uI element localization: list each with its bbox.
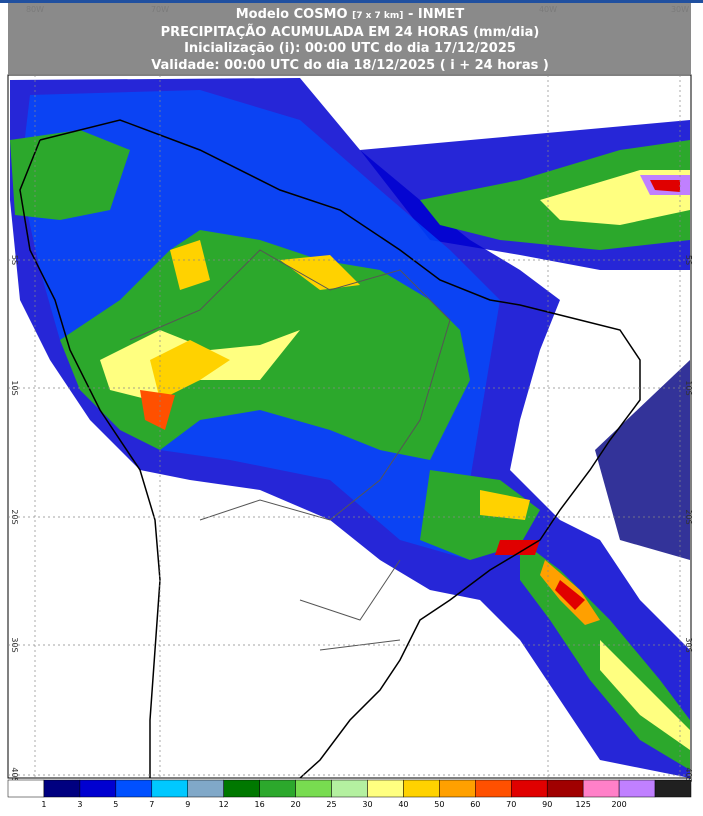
legend-label: 12 xyxy=(219,800,229,809)
legend-swatch xyxy=(439,779,476,798)
legend-label: 30 xyxy=(362,800,372,809)
legend-label: 90 xyxy=(542,800,552,809)
legend-label: 5 xyxy=(113,800,118,809)
legend: 1 3 5 7 9 12 16 20 25 30 40 50 60 70 90 125 200 xyxy=(7,779,692,809)
legend-swatch xyxy=(582,779,620,798)
legend-label: 70 xyxy=(506,800,516,809)
legend-swatch xyxy=(546,779,584,798)
model: Modelo COSMO xyxy=(236,7,348,22)
legend-swatch xyxy=(43,779,81,798)
legend-label: 40 xyxy=(398,800,408,809)
map-area xyxy=(7,74,692,779)
legend-label: 200 xyxy=(611,800,626,809)
legend-swatch xyxy=(367,779,404,798)
legend-label: 1 xyxy=(41,800,46,809)
source: - INMET xyxy=(408,7,464,22)
title-line2: PRECIPITAÇÃO ACUMULADA EM 24 HORAS (mm/d… xyxy=(161,24,540,40)
frame-top xyxy=(0,0,703,3)
lat-label-right: 10S xyxy=(684,380,693,395)
title-line3: Inicialização (i): 00:00 UTC do dia 17/1… xyxy=(184,41,516,56)
legend-label: 60 xyxy=(470,800,480,809)
legend-label: 25 xyxy=(326,800,336,809)
legend-swatch xyxy=(475,779,512,798)
legend-swatch xyxy=(115,779,153,798)
title-line4: Validade: 00:00 UTC do dia 18/12/2025 ( … xyxy=(151,58,549,73)
legend-label: 125 xyxy=(576,800,591,809)
lat-label-right: 20S xyxy=(684,509,693,524)
legend-swatch xyxy=(259,779,296,798)
legend-swatch xyxy=(223,779,260,798)
title-line1: Modelo COSMO [7 x 7 km] - INMET xyxy=(236,7,465,22)
legend-swatch xyxy=(403,779,440,798)
legend-swatch xyxy=(7,779,45,798)
legend-label: 7 xyxy=(149,800,154,809)
lat-label-right: 5S xyxy=(684,255,693,265)
lat-label: 40S xyxy=(10,767,19,782)
legend-swatch xyxy=(187,779,224,798)
lat-label-right: 30S xyxy=(684,637,693,652)
lat-label: 30S xyxy=(10,637,19,652)
legend-swatch xyxy=(618,779,656,798)
lat-label: 10S xyxy=(10,380,19,395)
resolution: [7 x 7 km] xyxy=(352,11,403,21)
legend-label: 50 xyxy=(434,800,444,809)
legend-swatch xyxy=(79,779,117,798)
legend-swatch xyxy=(511,779,548,798)
legend-label: 20 xyxy=(290,800,300,809)
legend-swatch xyxy=(295,779,332,798)
title-box xyxy=(8,3,691,75)
lat-label-right: 40S xyxy=(684,767,693,782)
legend-label: 16 xyxy=(255,800,265,809)
lat-label: 5S xyxy=(10,255,19,265)
legend-label: 9 xyxy=(185,800,190,809)
legend-swatch xyxy=(331,779,368,798)
legend-label: 3 xyxy=(77,800,82,809)
legend-swatch xyxy=(654,779,692,798)
legend-swatch xyxy=(151,779,188,798)
lat-label: 20S xyxy=(10,509,19,524)
